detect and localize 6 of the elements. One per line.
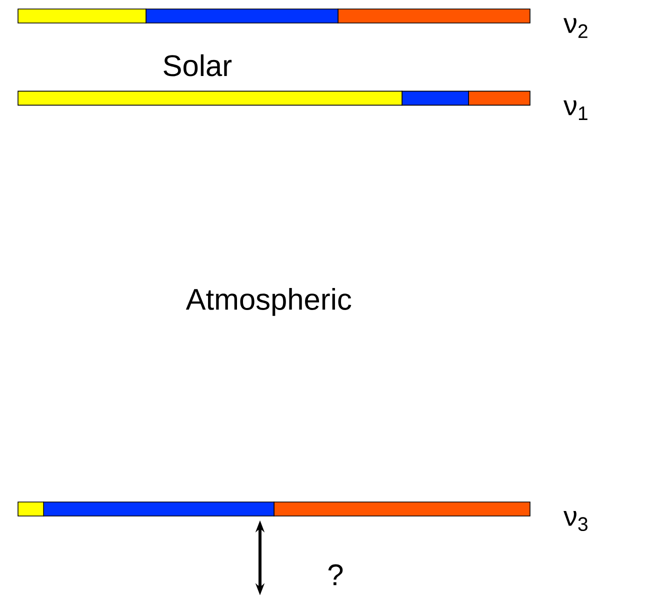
text: ? [328,564,343,586]
y-tick-label: ν$_{3}$ [564,511,588,532]
annotation: Solar [164,54,232,76]
y-tick-label: ν$_{1}$ [564,100,588,120]
annotation: Atmospheric [186,288,352,316]
y-tick-label: ν$_{2}$ [564,18,588,38]
